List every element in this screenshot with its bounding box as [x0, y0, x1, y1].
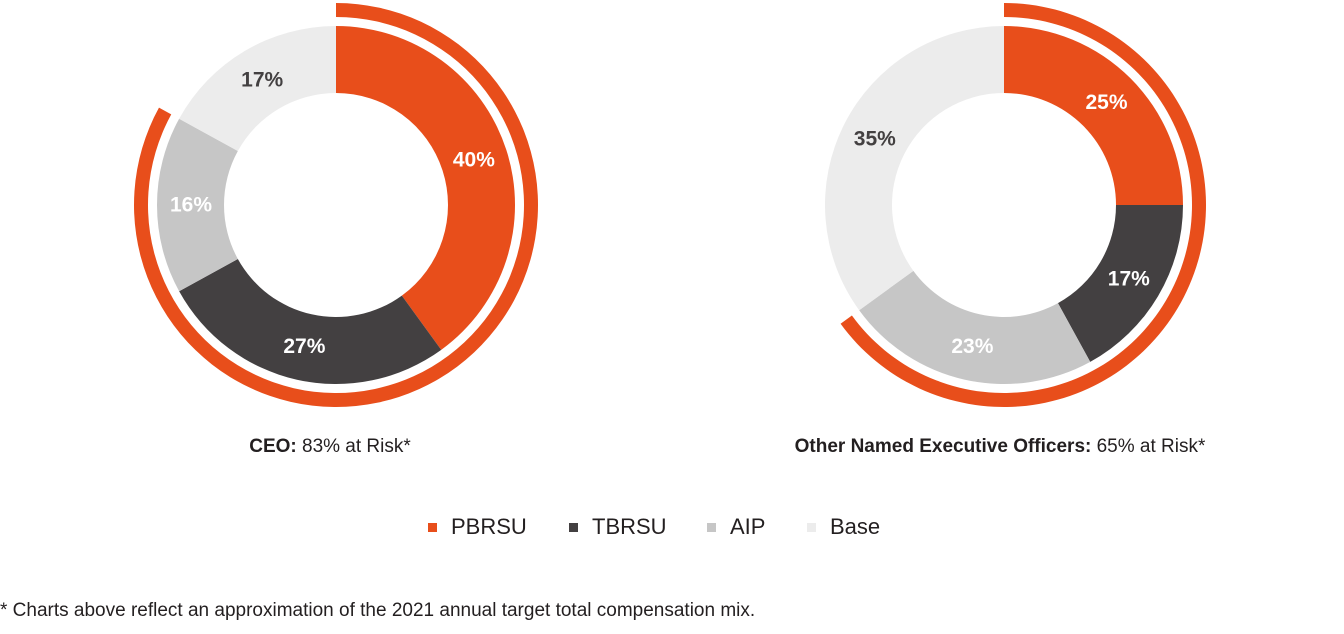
slice-ceo-tbrsu: [179, 258, 442, 385]
ceo-caption-rest: 83% at Risk*: [296, 436, 411, 457]
slice-label-ceo-aip: 16%: [170, 194, 212, 217]
legend-swatch-tbrsu: [569, 522, 578, 532]
slice-neo-aip: [859, 270, 1091, 384]
legend-item-base: Base: [807, 514, 880, 540]
footnote: * Charts above reflect an approximation …: [0, 600, 756, 621]
legend-item-tbrsu: TBRSU: [569, 514, 667, 540]
legend-item-pbrsu: PBRSU: [428, 514, 527, 540]
donut-chart-neo: 25% 17% 23% 35%: [824, 3, 1206, 407]
legend-label-pbrsu: PBRSU: [451, 514, 527, 539]
slice-neo-pbrsu: [1004, 26, 1183, 205]
slice-neo-tbrsu: [1057, 205, 1183, 362]
slice-label-ceo-base: 17%: [241, 69, 283, 92]
legend-label-aip: AIP: [730, 514, 766, 539]
chart-caption-neo: Other Named Executive Officers: 65% at R…: [795, 436, 1206, 458]
slice-label-neo-aip: 23%: [951, 335, 993, 358]
slice-ceo-aip: [156, 118, 238, 292]
chart-caption-ceo: CEO: 83% at Risk*: [249, 436, 411, 458]
donut-chart-ceo: 40% 27% 16% 17%: [133, 3, 538, 408]
slice-label-ceo-pbrsu: 40%: [453, 149, 495, 172]
legend-swatch-pbrsu: [428, 522, 437, 532]
legend-swatch-base: [807, 522, 816, 532]
slice-ceo-base: [179, 26, 336, 152]
slice-label-neo-pbrsu: 25%: [1086, 91, 1128, 114]
neo-caption-bold: Other Named Executive Officers:: [794, 436, 1092, 457]
neo-caption-rest: 65% at Risk*: [1091, 436, 1206, 457]
slice-label-neo-tbrsu: 17%: [1108, 267, 1150, 290]
legend: PBRSU TBRSU AIP Base: [0, 514, 1344, 544]
legend-label-base: Base: [830, 514, 881, 539]
slice-ceo-pbrsu: [336, 26, 516, 350]
slice-neo-base: [824, 26, 1004, 311]
ceo-caption-bold: CEO:: [249, 436, 297, 457]
slice-label-neo-base: 35%: [854, 128, 896, 151]
slice-label-ceo-tbrsu: 27%: [283, 335, 325, 358]
legend-swatch-aip: [707, 522, 716, 532]
legend-item-aip: AIP: [707, 514, 765, 540]
legend-label-tbrsu: TBRSU: [592, 514, 667, 539]
